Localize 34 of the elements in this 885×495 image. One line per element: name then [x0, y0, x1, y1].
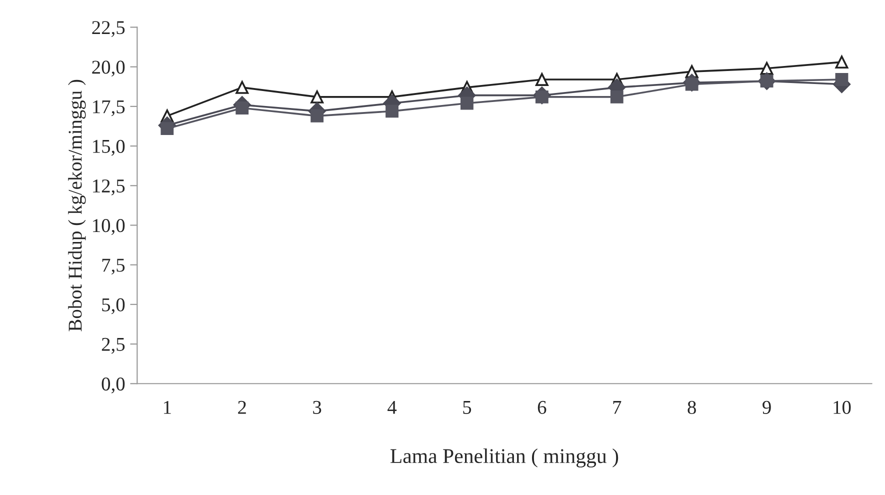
y-tick-label: 0,0	[102, 377, 125, 394]
x-tick-label: 5	[463, 401, 472, 414]
y-tick-label: 15,0	[93, 140, 125, 156]
y-tick-label: 20,0	[92, 60, 125, 77]
y-tick-label: 7,5	[102, 258, 125, 275]
point	[610, 90, 624, 104]
point	[386, 104, 398, 118]
point	[460, 96, 474, 110]
x-tick-label: 2	[238, 400, 246, 414]
x-tick-label: 8	[688, 400, 696, 414]
y-tick-label: 2,5	[102, 338, 125, 354]
point	[835, 73, 848, 86]
y-tick-label: 10,0	[93, 219, 125, 235]
point	[236, 102, 249, 114]
point	[310, 109, 324, 122]
y-tick-label: 12,5	[93, 179, 125, 196]
x-tick-label: 9	[762, 400, 771, 414]
point	[310, 90, 324, 104]
y-tick-label: 17,5	[93, 100, 125, 116]
x-axis-title: Lama Penelitian ( minggu )	[390, 448, 618, 468]
point	[760, 62, 774, 75]
x-tick-label: 4	[388, 400, 397, 414]
x-tick-label: 3	[313, 400, 322, 414]
y-tick-label: 22,5	[92, 21, 125, 37]
x-tick-label: 6	[538, 400, 546, 414]
point	[535, 73, 548, 86]
x-tick-label: 10	[834, 400, 851, 414]
x-tick-label: 7	[613, 401, 622, 414]
point	[835, 56, 848, 69]
y-axis-title: Bobot Hidup ( kg/ekor/minggu )	[68, 80, 86, 332]
y-tick-label: 5,0	[102, 298, 125, 314]
x-tick-label: 1	[164, 400, 171, 414]
point	[160, 122, 174, 136]
point	[236, 80, 249, 94]
